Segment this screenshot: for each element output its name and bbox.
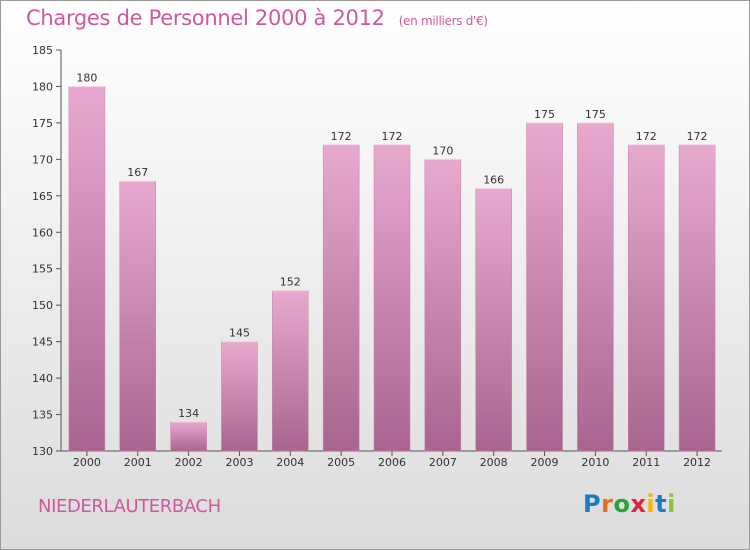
bar-2011: [627, 144, 665, 452]
y-tick-label: 150: [32, 299, 53, 312]
bar-2006: [373, 144, 411, 452]
value-label-2006: 172: [382, 130, 403, 143]
y-tick-label: 145: [32, 336, 53, 349]
bars: 180 167 134 145 152 172 172 170 166 175 175 172 172: [68, 71, 716, 452]
x-tick-label-2010: 2010: [581, 456, 609, 469]
y-tick-label: 185: [32, 44, 53, 57]
bar-2002: [170, 421, 207, 452]
bar-2005: [322, 144, 360, 452]
value-label-2011: 172: [636, 130, 657, 143]
y-tick-label: 170: [32, 153, 53, 166]
chart-title: Charges de Personnel 2000 à 2012 (en mill…: [26, 6, 488, 30]
value-label-2001: 167: [127, 166, 148, 179]
x-tick-label-2001: 2001: [124, 456, 152, 469]
y-tick-label: 155: [32, 263, 53, 276]
value-label-2000: 180: [76, 71, 97, 84]
y-tick-label: 175: [32, 117, 53, 130]
bar-2009: [526, 122, 563, 452]
x-tick-label-2004: 2004: [276, 456, 304, 469]
bar-2010: [577, 122, 614, 452]
y-tick-label: 160: [32, 226, 53, 239]
value-label-2003: 145: [229, 327, 250, 340]
x-tick-label-2012: 2012: [683, 456, 711, 469]
x-tick-label-2008: 2008: [480, 456, 508, 469]
x-tick-label-2009: 2009: [531, 456, 559, 469]
value-label-2002: 134: [178, 407, 199, 420]
bar-2004: [272, 290, 309, 452]
x-tick-label-2002: 2002: [175, 456, 203, 469]
x-tick-label-2005: 2005: [327, 456, 355, 469]
bar-2008: [475, 188, 512, 452]
x-tick-label-2006: 2006: [378, 456, 406, 469]
x-tick-label-2000: 2000: [73, 456, 101, 469]
value-label-2005: 172: [331, 130, 352, 143]
chart-subtitle: (en milliers d'€): [398, 14, 488, 28]
y-tick-label: 140: [32, 372, 53, 385]
y-axis: 130 135 140 145 150 155 160 165 170 175 180 185: [32, 44, 62, 458]
value-label-2008: 166: [483, 174, 504, 187]
value-label-2004: 152: [280, 276, 301, 289]
bar-2012: [678, 144, 716, 452]
y-tick-label: 135: [32, 409, 53, 422]
town-name: NIEDERLAUTERBACH: [38, 496, 221, 517]
y-tick-label: 165: [32, 190, 53, 203]
chart-title-text: Charges de Personnel 2000 à 2012: [26, 6, 385, 30]
value-label-2012: 172: [687, 130, 708, 143]
value-label-2009: 175: [534, 108, 555, 121]
y-tick-label: 180: [32, 80, 53, 93]
x-tick-label-2011: 2011: [632, 456, 660, 469]
x-tick-label-2007: 2007: [429, 456, 457, 469]
value-label-2007: 170: [432, 144, 453, 157]
proxiti-logo[interactable]: Proxiti: [583, 490, 676, 518]
bar-2001: [119, 180, 157, 452]
bar-2003: [221, 341, 258, 452]
x-axis: 2000 2001 2002 2003 2004 2005 2006 2007 2008 2009…: [61, 450, 722, 469]
x-tick-label-2003: 2003: [225, 456, 253, 469]
bar-2000: [68, 86, 106, 452]
y-tick-label: 130: [32, 445, 53, 458]
value-label-2010: 175: [585, 108, 606, 121]
bar-2007: [424, 159, 462, 452]
